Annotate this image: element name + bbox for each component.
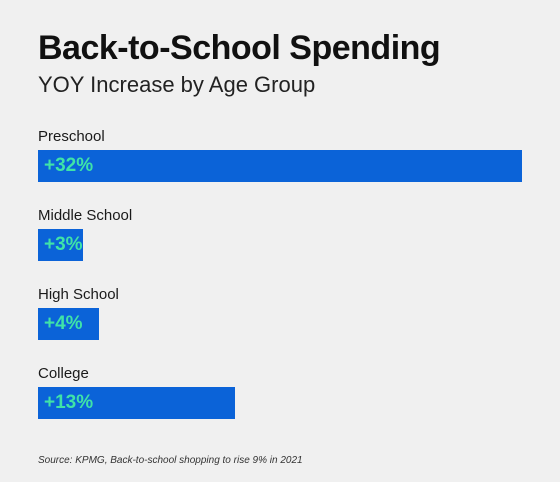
bar: +4% xyxy=(38,308,99,340)
bar: +32% xyxy=(38,150,522,182)
category-label: High School xyxy=(38,286,119,303)
source-note: Source: KPMG, Back-to-school shopping to… xyxy=(38,455,303,466)
bar: +13% xyxy=(38,387,235,419)
category-label: Middle School xyxy=(38,207,133,224)
bar-value-label: +32% xyxy=(44,155,94,176)
chart-subtitle: YOY Increase by Age Group xyxy=(38,72,316,97)
category-label: Preschool xyxy=(38,128,105,145)
bar: +3% xyxy=(38,229,83,261)
bar-value-label: +4% xyxy=(44,313,83,334)
category-label: College xyxy=(38,365,89,382)
chart-title: Back-to-School Spending xyxy=(38,29,441,67)
bar-value-label: +13% xyxy=(44,392,94,413)
bar-value-label: +3% xyxy=(44,234,83,255)
